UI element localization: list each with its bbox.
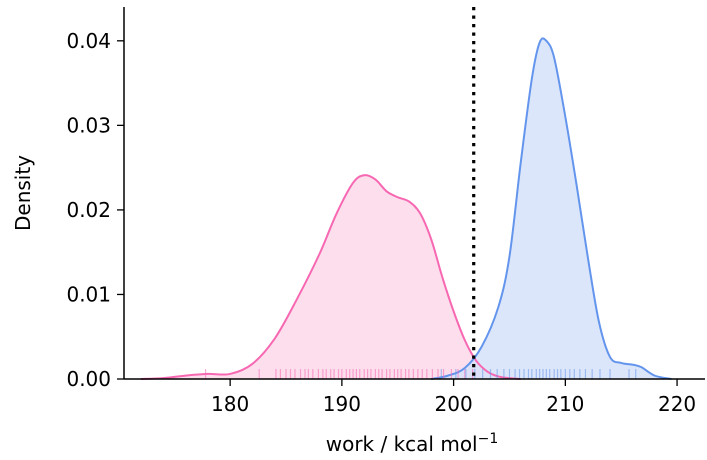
y-tick-label: 0.04 [66, 29, 111, 53]
density-lines [140, 37, 672, 380]
density-line-2 [431, 37, 672, 380]
density-fill-1 [140, 175, 521, 379]
y-tick-label: 0.02 [66, 198, 111, 222]
x-tick-label: 200 [435, 392, 473, 416]
x-axis-label-superscript: −1 [478, 431, 499, 447]
y-axis-ticks: 0.00 0.01 0.02 0.03 0.04 [66, 29, 124, 391]
x-axis-label: work / kcal mol−1 [326, 431, 499, 456]
x-axis-ticks: 180 190 200 210 220 [211, 379, 696, 416]
x-tick-label: 220 [658, 392, 696, 416]
y-tick-label: 0.01 [66, 282, 111, 306]
x-tick-label: 190 [323, 392, 361, 416]
density-line-1 [140, 174, 521, 380]
y-axis-label: Density [11, 155, 35, 231]
x-tick-label: 210 [546, 392, 584, 416]
y-tick-label: 0.03 [66, 113, 111, 137]
rug-marks [204, 369, 637, 379]
y-tick-label: 0.00 [66, 367, 111, 391]
density-fill-2 [431, 38, 672, 379]
x-tick-label: 180 [211, 392, 249, 416]
density-fills [140, 38, 672, 379]
x-axis-label-text: work / kcal mol [326, 432, 478, 456]
